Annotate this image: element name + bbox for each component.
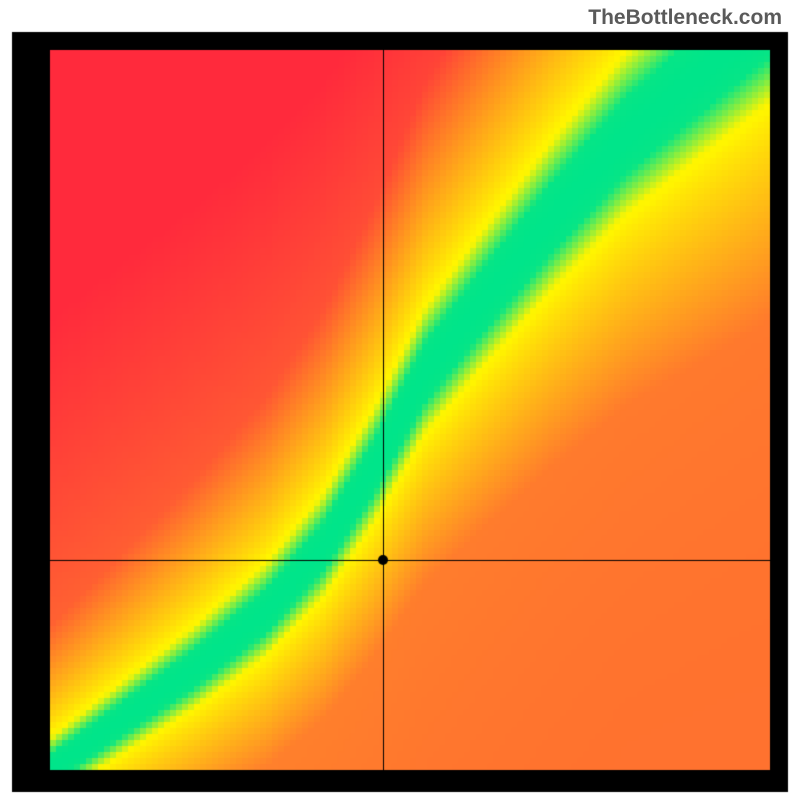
watermark-text: TheBottleneck.com: [588, 6, 782, 30]
heatmap-canvas: [0, 0, 800, 800]
chart-container: TheBottleneck.com: [0, 0, 800, 800]
